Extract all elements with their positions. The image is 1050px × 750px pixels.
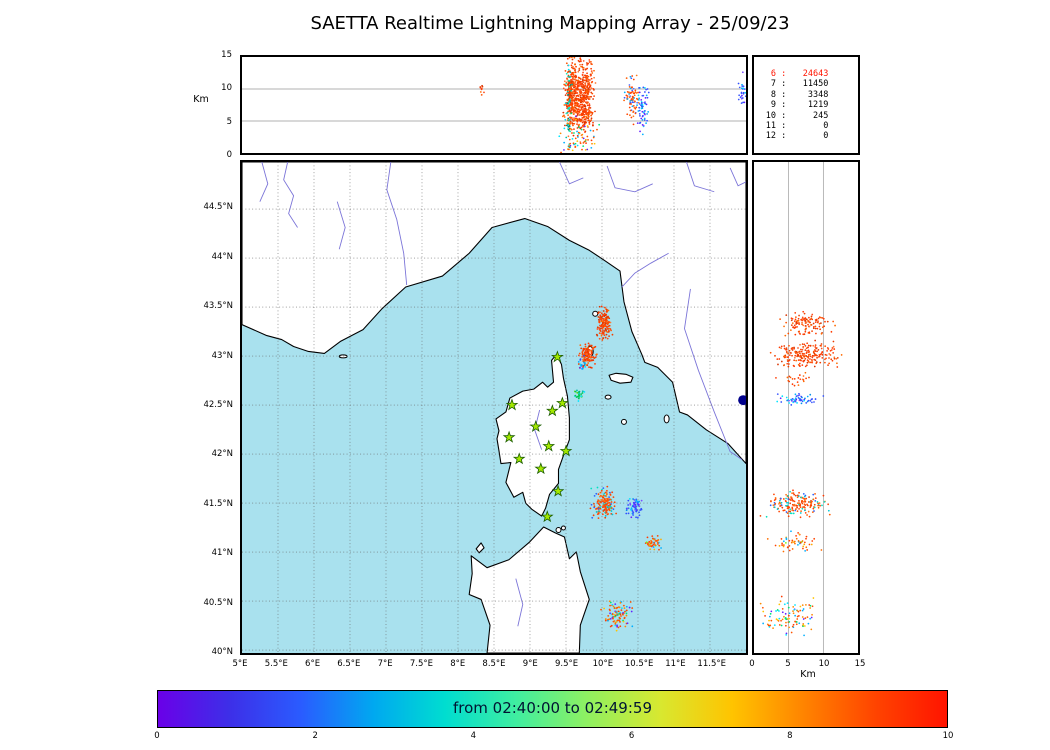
lat-tick-label: 41°N bbox=[211, 548, 233, 559]
time-colorbar: from 02:40:00 to 02:49:59 bbox=[157, 690, 948, 728]
altitude-longitude-scatter bbox=[242, 57, 746, 153]
altitude-latitude-scatter bbox=[759, 162, 843, 653]
station-star-icon bbox=[546, 404, 559, 417]
altitude-latitude-panel bbox=[752, 160, 860, 655]
lat-tick-label: 40°N bbox=[211, 647, 233, 658]
station-star-icon bbox=[551, 484, 565, 497]
source-count-list: 6 : 24643 7 : 11450 8 : 3348 9 : 1219 10 : 2… bbox=[754, 57, 858, 142]
lat-tick-label: 43.5°N bbox=[203, 301, 233, 312]
lat-tick-label: 41.5°N bbox=[203, 498, 233, 509]
alt-tick-label: 10 bbox=[221, 83, 232, 94]
lon-tick-label: 5.5°E bbox=[264, 659, 288, 669]
source-count-row: 7 : 11450 bbox=[770, 79, 829, 90]
source-count-row: 11 : 0 bbox=[765, 121, 829, 132]
lat-tick-label: 44°N bbox=[211, 251, 233, 262]
lon-tick-label: 8°E bbox=[450, 659, 466, 669]
source-count-row: 9 : 1219 bbox=[770, 100, 829, 111]
lat-tick-label: 42.5°N bbox=[203, 400, 233, 411]
station-star-icon bbox=[559, 444, 573, 457]
alt-tick-label: 5 bbox=[785, 659, 791, 669]
map-panel bbox=[240, 160, 748, 655]
alt-tick-label: 5 bbox=[226, 116, 232, 127]
colorbar-label: from 02:40:00 to 02:49:59 bbox=[452, 699, 652, 717]
lon-tick-label: 7°E bbox=[377, 659, 393, 669]
lon-tick-label: 6.5°E bbox=[337, 659, 361, 669]
lon-tick-label: 5°E bbox=[232, 659, 248, 669]
station-star-icon bbox=[534, 462, 548, 475]
lon-tick-label: 6°E bbox=[305, 659, 321, 669]
station-star-icon bbox=[556, 396, 569, 409]
source-count-row: 8 : 3348 bbox=[770, 89, 829, 100]
source-count-row: 10 : 245 bbox=[765, 110, 829, 121]
colorbar-tick-label: 2 bbox=[312, 731, 318, 741]
lon-tick-label: 11°E bbox=[665, 659, 686, 669]
lon-tick-label: 10.5°E bbox=[624, 659, 654, 669]
station-star-icon bbox=[512, 452, 526, 465]
station-star-icon bbox=[529, 419, 543, 432]
source-count-row: 6 : 24643 bbox=[770, 69, 829, 79]
station-star-icon bbox=[540, 510, 554, 523]
colorbar-tick-label: 8 bbox=[787, 731, 793, 741]
station-star-icon bbox=[502, 430, 516, 443]
lon-tick-label: 8.5°E bbox=[482, 659, 506, 669]
source-count-row: 12 : 0 bbox=[765, 131, 829, 142]
page-title: SAETTA Realtime Lightning Mapping Array … bbox=[310, 13, 790, 34]
lon-tick-label: 10°E bbox=[592, 659, 614, 669]
lon-tick-label: 7.5°E bbox=[409, 659, 433, 669]
lat-tick-label: 44.5°N bbox=[203, 202, 233, 213]
lon-tick-label: 9°E bbox=[522, 659, 538, 669]
station-star-icon bbox=[542, 439, 556, 452]
station-star-icon bbox=[505, 398, 519, 411]
colorbar-tick-label: 6 bbox=[628, 731, 635, 741]
geographic-map bbox=[242, 162, 746, 653]
special-marker bbox=[738, 395, 746, 406]
lat-tick-label: 43°N bbox=[211, 350, 233, 361]
colorbar-tick-label: 0 bbox=[154, 731, 160, 741]
lon-tick-label: 11.5°E bbox=[697, 659, 726, 669]
alt-tick-label: 0 bbox=[226, 150, 232, 160]
lon-tick-label: 9.5°E bbox=[554, 659, 579, 669]
alt-tick-label: 10 bbox=[818, 659, 830, 669]
altitude-axis-label-right: Km bbox=[800, 669, 816, 680]
altitude-longitude-panel bbox=[240, 55, 748, 155]
alt-tick-label: 15 bbox=[221, 49, 232, 60]
alt-tick-label: 15 bbox=[854, 659, 866, 669]
colorbar-tick-label: 4 bbox=[470, 731, 477, 741]
lat-tick-label: 42°N bbox=[211, 449, 233, 460]
alt-tick-label: 0 bbox=[749, 659, 755, 669]
source-count-panel: 6 : 24643 7 : 11450 8 : 3348 9 : 1219 10 : 2… bbox=[752, 55, 860, 155]
altitude-axis-label-top: Km bbox=[193, 94, 209, 105]
lat-tick-label: 40.5°N bbox=[203, 597, 233, 608]
colorbar-tick-label: 10 bbox=[942, 731, 954, 741]
station-star-icon bbox=[550, 350, 564, 363]
